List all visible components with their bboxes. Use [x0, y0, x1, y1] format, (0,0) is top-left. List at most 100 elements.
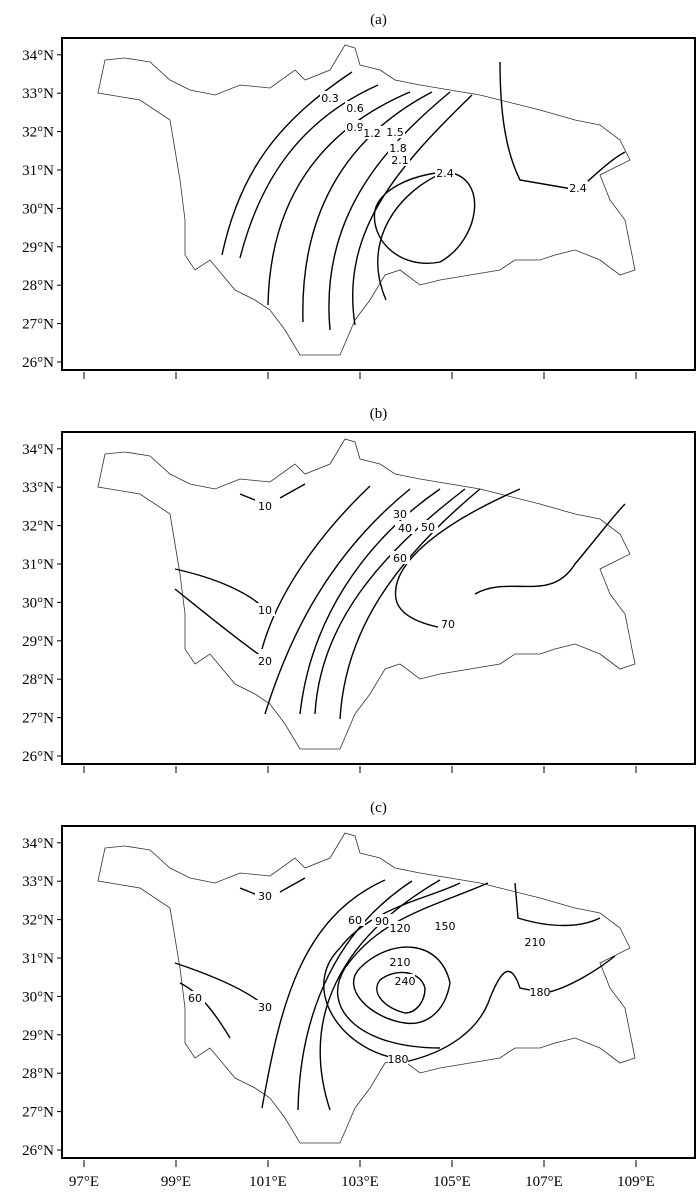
- lat-tick-label: 33°N: [22, 874, 54, 890]
- lat-tick-label: 30°N: [22, 989, 54, 1005]
- lat-tick-label: 26°N: [22, 749, 54, 765]
- label-bg: [395, 521, 415, 534]
- lat-tick-label: 33°N: [22, 86, 54, 102]
- panel-label: (a): [370, 12, 387, 28]
- contour-line: [302, 91, 433, 323]
- lat-tick-label: 31°N: [22, 951, 54, 967]
- lat-tick-label: 32°N: [22, 125, 54, 141]
- region-outline: [97, 438, 636, 750]
- label-bg: [435, 919, 455, 932]
- contour-label: 180: [388, 1053, 409, 1066]
- contour-line: [373, 171, 476, 264]
- contour-line: [376, 971, 426, 1014]
- label-bg: [385, 125, 405, 138]
- contour-line: [394, 488, 521, 600]
- contour-label: 90: [375, 915, 389, 928]
- lon-tick-label: 97°E: [69, 1174, 99, 1190]
- lat-tick-label: 26°N: [22, 1143, 54, 1159]
- contour-label: 30: [258, 1001, 272, 1014]
- contour-line: [174, 588, 266, 660]
- contour-label: 20: [258, 655, 272, 668]
- contour-label: 30: [258, 890, 272, 903]
- contour-line: [297, 880, 413, 1111]
- lat-tick-label: 32°N: [22, 913, 54, 929]
- lat-tick-label: 28°N: [22, 672, 54, 688]
- contour-line: [514, 882, 601, 927]
- contour-line: [239, 84, 379, 259]
- region-outline: [97, 44, 636, 356]
- lon-tick-label: 101°E: [249, 1174, 287, 1190]
- contour-line: [261, 879, 386, 1109]
- contour-label: 210: [390, 956, 411, 969]
- contour-label: 1.5: [386, 126, 404, 139]
- label-bg: [255, 1000, 275, 1013]
- label-bg: [395, 974, 415, 987]
- contour-label: 2.4: [436, 167, 454, 180]
- lat-tick-label: 30°N: [22, 595, 54, 611]
- contour-label: 0.9: [346, 121, 364, 134]
- contour-line: [264, 488, 411, 715]
- contour-label: 180: [530, 986, 551, 999]
- label-bg: [390, 955, 410, 968]
- lon-tick-label: 105°E: [433, 1174, 471, 1190]
- contour-line: [336, 882, 489, 1049]
- contour-line: [328, 91, 451, 331]
- label-bg: [320, 91, 340, 104]
- lat-tick-label: 34°N: [22, 48, 54, 64]
- contour-label: 10: [258, 500, 272, 513]
- lat-tick-label: 27°N: [22, 1105, 54, 1121]
- lat-tick-label: 34°N: [22, 836, 54, 852]
- label-bg: [530, 985, 550, 998]
- label-bg: [255, 889, 275, 902]
- contour-label: 50: [421, 521, 435, 534]
- contour-line: [399, 955, 616, 1064]
- contour-label: 120: [390, 922, 411, 935]
- label-bg: [390, 153, 410, 166]
- label-bg: [345, 120, 365, 133]
- contour-line: [319, 879, 441, 1111]
- contour-label: 1.8: [389, 142, 407, 155]
- contour-line: [339, 488, 481, 720]
- lat-tick-label: 29°N: [22, 634, 54, 650]
- contour-line: [261, 485, 371, 650]
- contour-label: 0.6: [346, 102, 364, 115]
- label-bg: [525, 935, 545, 948]
- contour-line: [179, 982, 231, 1039]
- contour-label: 2.4: [569, 182, 587, 195]
- map-frame: [61, 431, 696, 765]
- contour-label: 0.3: [321, 92, 339, 105]
- contour-line: [323, 882, 461, 1059]
- contour-label: 10: [258, 604, 272, 617]
- lon-tick-label: 103°E: [341, 1174, 379, 1190]
- lat-tick-label: 28°N: [22, 1066, 54, 1082]
- contour-line: [314, 488, 466, 715]
- label-bg: [255, 654, 275, 667]
- label-bg: [418, 520, 438, 533]
- contour-label: 60: [348, 914, 362, 927]
- lat-tick-label: 34°N: [22, 442, 54, 458]
- contour-line: [267, 91, 411, 306]
- lat-tick-label: 29°N: [22, 1028, 54, 1044]
- panel-label: (c): [370, 800, 387, 816]
- contour-label: 1.2: [363, 127, 381, 140]
- lat-tick-label: 31°N: [22, 557, 54, 573]
- label-bg: [255, 603, 275, 616]
- label-bg: [255, 499, 275, 512]
- lat-tick-label: 29°N: [22, 240, 54, 256]
- label-bg: [435, 166, 455, 179]
- contour-label: 60: [188, 992, 202, 1005]
- contour-line: [299, 488, 441, 715]
- contour-line: [353, 946, 451, 1025]
- region-outline: [97, 832, 636, 1144]
- label-bg: [372, 914, 392, 927]
- contour-line: [377, 171, 446, 301]
- contour-line: [174, 568, 266, 610]
- lat-tick-label: 33°N: [22, 480, 54, 496]
- label-bg: [388, 141, 408, 154]
- lat-tick-label: 27°N: [22, 317, 54, 333]
- label-bg: [568, 181, 588, 194]
- lat-tick-label: 30°N: [22, 201, 54, 217]
